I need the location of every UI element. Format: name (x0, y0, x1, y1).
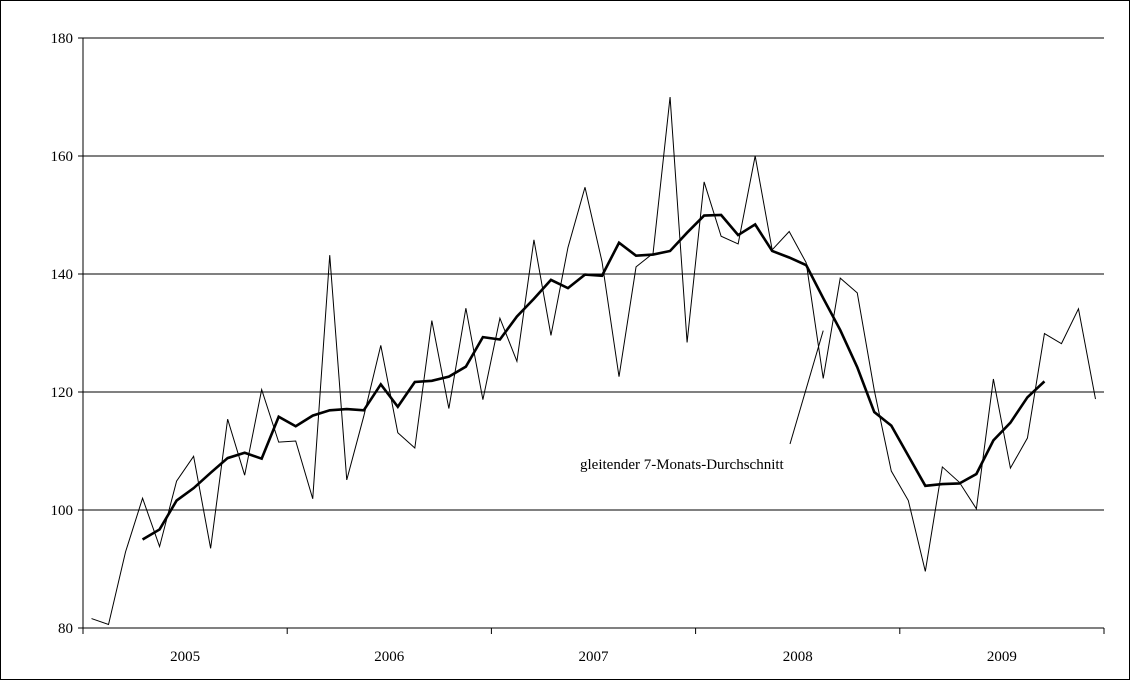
year-label-2007: 2007 (579, 649, 610, 665)
y-tick-label-120: 120 (51, 385, 74, 401)
axes (78, 37, 1105, 634)
year-label-2008: 2008 (783, 649, 813, 665)
year-label-2006: 2006 (374, 649, 405, 665)
annotation-leader-line (789, 330, 824, 445)
y-tick-label-100: 100 (51, 503, 74, 519)
y-tick-label-160: 160 (51, 149, 74, 165)
year-label-2009: 2009 (987, 649, 1017, 665)
series-line-moving_average (141, 213, 1046, 541)
grid-lines (83, 37, 1104, 629)
y-tick-labels: 80 100 120 140 160 180 (51, 31, 74, 637)
y-tick-label-80: 80 (58, 621, 73, 637)
annotation-label: gleitender 7-Monats-Durchschnitt (580, 457, 785, 473)
series-line-monthly (91, 96, 1096, 626)
series-lines (91, 96, 1096, 626)
y-tick-label-140: 140 (51, 267, 74, 283)
y-tick-label-180: 180 (51, 31, 74, 47)
year-label-2005: 2005 (170, 649, 200, 665)
year-labels: 2005 2006 2007 2008 2009 (170, 649, 1017, 665)
